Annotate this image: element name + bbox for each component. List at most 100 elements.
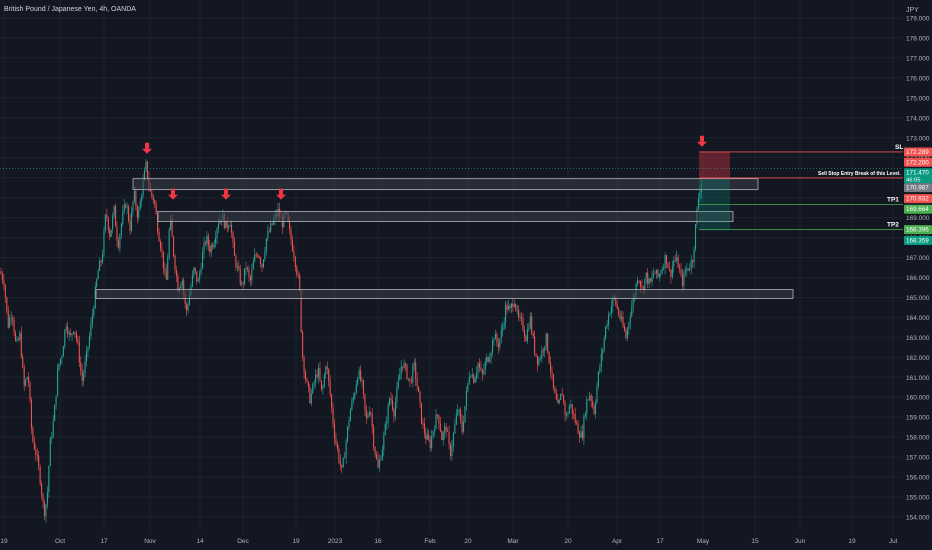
candle bbox=[461, 420, 463, 432]
price-tag-bg bbox=[904, 236, 932, 246]
candle bbox=[138, 209, 140, 218]
candle bbox=[631, 306, 633, 317]
candle bbox=[229, 224, 231, 227]
candle bbox=[561, 394, 563, 396]
candle bbox=[612, 297, 614, 306]
candle bbox=[681, 274, 684, 286]
candle bbox=[394, 402, 396, 417]
candle bbox=[210, 245, 212, 253]
candle bbox=[74, 331, 76, 333]
candle bbox=[647, 272, 649, 284]
candle bbox=[621, 316, 623, 320]
candle bbox=[49, 438, 51, 467]
y-tick-label: 160.000 bbox=[906, 395, 930, 402]
candle bbox=[318, 368, 320, 377]
candle bbox=[492, 340, 494, 353]
x-tick-label: Mar bbox=[507, 538, 519, 545]
candle bbox=[191, 275, 193, 287]
risk-zone bbox=[699, 151, 730, 179]
price-tag-countdown: 46:05 bbox=[906, 178, 921, 184]
candle bbox=[370, 412, 372, 415]
candle bbox=[251, 269, 253, 281]
candle bbox=[463, 422, 465, 432]
candle bbox=[539, 358, 541, 359]
candle bbox=[167, 257, 169, 280]
candle bbox=[438, 415, 440, 424]
candle bbox=[203, 242, 205, 253]
candle bbox=[626, 328, 628, 338]
chart-title: British Pound / Japanese Yen, 4h, OANDA bbox=[4, 6, 136, 13]
candle bbox=[241, 283, 243, 285]
candle bbox=[42, 494, 44, 502]
candle bbox=[625, 331, 627, 338]
candle bbox=[45, 504, 47, 517]
y-tick-label: 174.000 bbox=[906, 115, 930, 122]
candle bbox=[146, 161, 148, 178]
candle bbox=[161, 249, 163, 252]
x-tick-label: 17 bbox=[100, 538, 108, 545]
candle bbox=[615, 297, 617, 305]
candle bbox=[103, 230, 105, 255]
candle bbox=[483, 370, 485, 375]
candle bbox=[576, 422, 578, 424]
candle bbox=[65, 326, 67, 330]
candle bbox=[96, 279, 98, 287]
candle bbox=[58, 363, 60, 370]
candle bbox=[587, 399, 589, 401]
candle bbox=[680, 269, 682, 275]
arrow-head bbox=[142, 148, 152, 154]
price-tag: 168.396 bbox=[904, 225, 932, 235]
candle bbox=[384, 423, 386, 435]
candle bbox=[120, 223, 122, 235]
candle bbox=[307, 381, 309, 387]
candle bbox=[609, 313, 611, 315]
candle bbox=[532, 332, 534, 337]
candle bbox=[661, 268, 663, 274]
candle bbox=[451, 446, 453, 457]
candle bbox=[435, 414, 437, 429]
price-tag-bg bbox=[904, 147, 932, 157]
price-tag-bg bbox=[904, 183, 932, 193]
time-axis[interactable]: 19 Oct 17 Nov 14 Dec 19 2023 16 Feb 20 Mar 20 Apr 17 Ma… bbox=[0, 538, 897, 545]
candle bbox=[249, 276, 251, 281]
candle bbox=[380, 459, 382, 461]
candle bbox=[187, 304, 189, 311]
candle bbox=[349, 409, 351, 422]
candle bbox=[290, 229, 292, 241]
candle bbox=[152, 195, 154, 201]
candle bbox=[467, 382, 469, 391]
candle bbox=[464, 405, 466, 423]
down-arrow-icon bbox=[221, 188, 231, 200]
candle bbox=[368, 412, 370, 416]
candle bbox=[26, 376, 28, 380]
candle bbox=[265, 238, 267, 252]
candle bbox=[173, 236, 175, 256]
candle bbox=[139, 201, 141, 210]
x-tick-label: 19 bbox=[848, 538, 856, 545]
candle bbox=[88, 336, 90, 347]
candle bbox=[46, 492, 48, 505]
candle bbox=[403, 363, 405, 368]
candle bbox=[310, 393, 312, 404]
candle bbox=[651, 276, 653, 282]
candle bbox=[175, 269, 177, 276]
candle bbox=[405, 363, 407, 366]
arrows bbox=[142, 135, 707, 200]
candle bbox=[468, 377, 470, 383]
candle bbox=[0, 271, 2, 275]
candle bbox=[106, 214, 108, 218]
candle bbox=[449, 444, 452, 457]
candle bbox=[695, 223, 697, 250]
candle bbox=[542, 350, 544, 352]
down-arrow-icon bbox=[697, 135, 707, 147]
zones bbox=[95, 178, 794, 299]
candle bbox=[333, 424, 336, 439]
candle bbox=[387, 404, 389, 423]
candle bbox=[644, 278, 646, 290]
candle bbox=[432, 431, 434, 437]
price-axis[interactable]: 179.000 178.000 177.000 176.000 175.000 174.0… bbox=[906, 16, 930, 522]
candle bbox=[238, 266, 240, 270]
x-tick-label: 2023 bbox=[328, 538, 343, 545]
candle bbox=[255, 254, 257, 256]
